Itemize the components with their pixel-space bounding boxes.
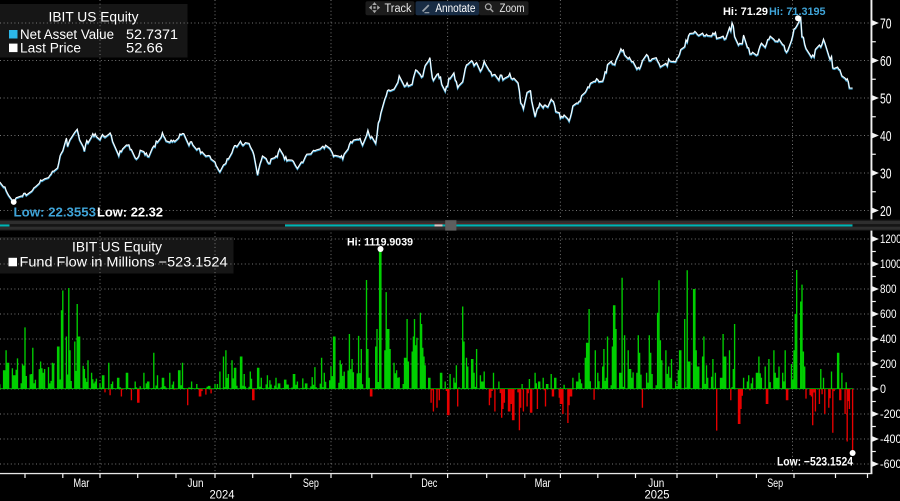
svg-text:2025: 2025	[645, 490, 670, 501]
svg-text:Hi: 1119.9039: Hi: 1119.9039	[347, 237, 413, 249]
svg-text:50: 50	[880, 90, 892, 107]
svg-text:-600: -600	[880, 459, 900, 471]
svg-text:200: 200	[880, 359, 897, 371]
svg-text:52.7371: 52.7371	[126, 27, 178, 42]
svg-text:Hi: 71.3195: Hi: 71.3195	[769, 6, 826, 18]
svg-text:52.66: 52.66	[126, 40, 163, 55]
svg-text:0: 0	[880, 384, 886, 396]
svg-text:Annotate: Annotate	[435, 3, 475, 15]
svg-text:Mar: Mar	[73, 478, 89, 490]
svg-text:-400: -400	[880, 434, 900, 446]
svg-text:Zoom: Zoom	[500, 3, 525, 15]
svg-text:60: 60	[880, 53, 892, 70]
svg-text:30: 30	[880, 165, 892, 182]
svg-text:1200: 1200	[880, 234, 900, 246]
svg-text:Jun: Jun	[648, 478, 664, 490]
svg-text:600: 600	[880, 309, 897, 321]
svg-text:Fund Flow in Millions −523.152: Fund Flow in Millions −523.1524	[20, 255, 229, 270]
svg-text:Dec: Dec	[421, 478, 437, 490]
svg-text:IBIT US Equity: IBIT US Equity	[72, 240, 162, 255]
svg-text:Track: Track	[385, 3, 412, 15]
svg-text:20: 20	[880, 203, 892, 220]
svg-text:Last Price: Last Price	[20, 40, 81, 55]
svg-text:Sep: Sep	[767, 478, 783, 490]
svg-text:IBIT US Equity: IBIT US Equity	[49, 10, 139, 25]
svg-text:Sep: Sep	[303, 478, 319, 490]
svg-text:Mar: Mar	[535, 478, 551, 490]
svg-text:Low: 22.32: Low: 22.32	[97, 206, 163, 220]
svg-text:70: 70	[880, 15, 892, 32]
svg-text:Jun: Jun	[188, 478, 204, 490]
svg-text:Net Asset Value: Net Asset Value	[20, 27, 114, 42]
svg-text:Hi: 71.29: Hi: 71.29	[723, 6, 768, 18]
svg-text:Low: 22.3553: Low: 22.3553	[14, 206, 97, 220]
svg-text:-200: -200	[880, 409, 900, 421]
svg-text:2024: 2024	[210, 490, 236, 501]
svg-text:40: 40	[880, 128, 892, 145]
svg-text:Low: −523.1524: Low: −523.1524	[777, 455, 853, 469]
svg-text:800: 800	[880, 284, 897, 296]
svg-text:400: 400	[880, 334, 897, 346]
svg-text:1000: 1000	[880, 259, 900, 271]
